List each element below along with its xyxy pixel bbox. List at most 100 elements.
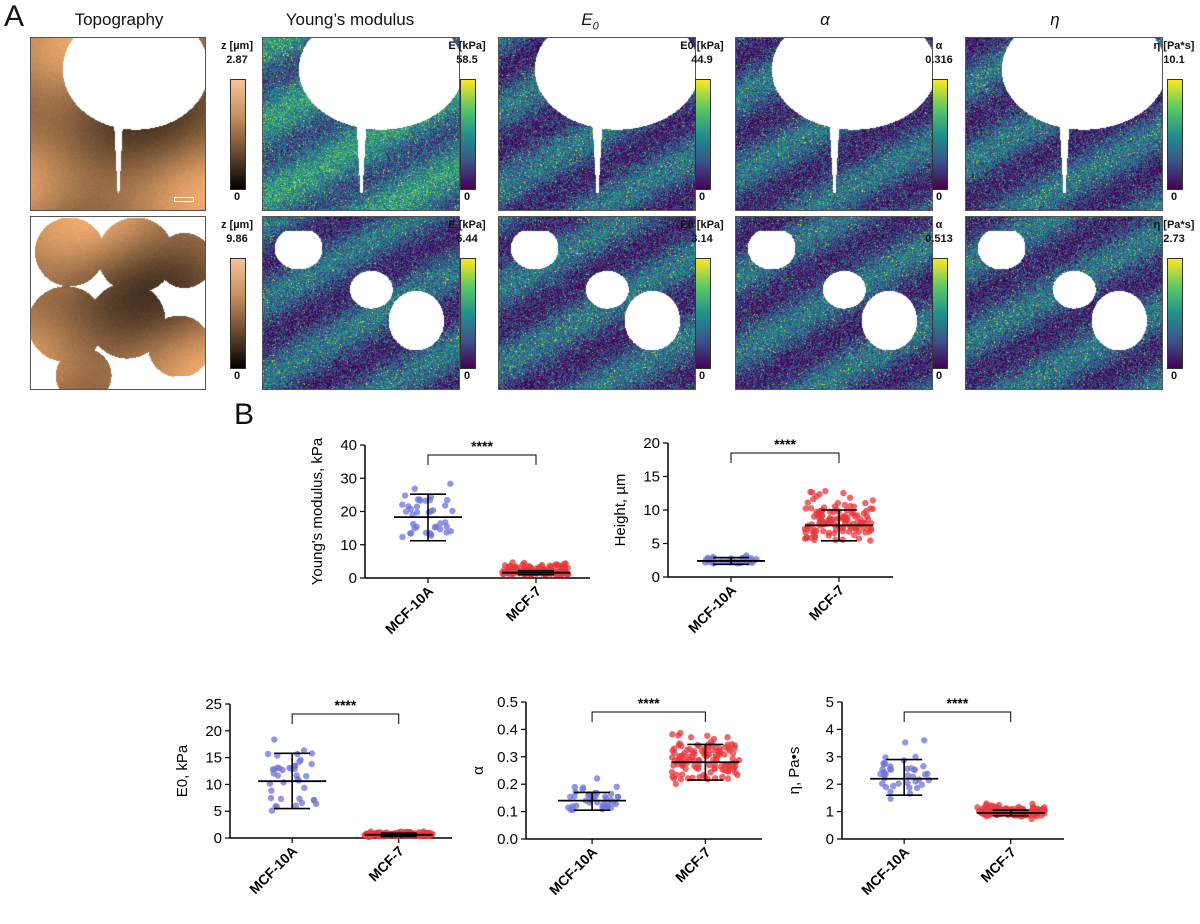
colorbar-min: 0 — [698, 191, 706, 203]
data-point — [911, 766, 918, 774]
data-point — [978, 810, 986, 817]
data-point — [610, 799, 617, 806]
data-point — [716, 749, 723, 757]
data-point — [368, 832, 375, 840]
data-point — [511, 569, 519, 576]
y-tick-label: 10 — [340, 537, 357, 554]
data-point — [811, 536, 818, 544]
data-point — [557, 565, 565, 572]
data-point — [388, 830, 396, 838]
data-point — [393, 830, 400, 838]
significance-stars: **** — [471, 438, 493, 454]
data-point — [732, 762, 739, 770]
data-point — [411, 832, 418, 840]
data-point — [846, 522, 854, 530]
data-point — [586, 790, 593, 798]
data-point — [425, 829, 433, 837]
data-point — [877, 770, 884, 778]
data-point — [1025, 810, 1033, 817]
data-point — [716, 745, 723, 752]
data-point — [729, 750, 737, 757]
data-point — [707, 556, 714, 563]
data-point — [1039, 805, 1046, 813]
colorbar — [460, 258, 476, 369]
data-point — [528, 570, 535, 578]
data-point — [537, 567, 545, 574]
data-point — [818, 511, 826, 519]
data-point — [406, 830, 414, 837]
y-tick-label: 0.1 — [497, 804, 518, 821]
data-point — [986, 807, 994, 814]
data-point — [824, 518, 831, 525]
data-point — [724, 768, 732, 775]
data-point — [567, 793, 574, 801]
data-point — [407, 829, 415, 837]
data-point — [271, 736, 278, 743]
data-point — [534, 568, 541, 575]
data-point — [725, 745, 732, 752]
y-tick-label: 3 — [826, 749, 834, 766]
data-point — [696, 773, 703, 781]
data-point — [681, 756, 688, 763]
data-point — [879, 766, 886, 773]
data-point — [1022, 811, 1029, 819]
colorbar-max: 6.44 — [456, 233, 478, 245]
data-point — [1008, 810, 1016, 818]
y-tick-label: 20 — [205, 723, 222, 740]
data-point — [982, 810, 990, 818]
data-point — [1039, 807, 1046, 815]
data-point — [399, 501, 406, 508]
data-point — [802, 505, 809, 512]
data-point — [691, 762, 698, 769]
data-point — [704, 776, 711, 783]
data-point — [695, 762, 702, 769]
data-point — [292, 802, 300, 809]
colorbar-unit: η [Pa*s] — [1153, 40, 1195, 52]
data-point — [717, 763, 725, 770]
data-point — [599, 806, 606, 813]
data-point — [694, 741, 701, 749]
data-point — [980, 810, 987, 818]
data-point — [867, 505, 874, 512]
data-point — [804, 522, 812, 529]
data-point — [509, 568, 516, 575]
data-point — [904, 779, 911, 787]
data-point — [704, 554, 712, 561]
data-point — [532, 568, 540, 575]
data-point — [696, 757, 703, 765]
data-point — [920, 763, 927, 770]
data-point — [839, 513, 846, 521]
data-point — [907, 765, 915, 772]
data-point — [416, 833, 423, 840]
data-point — [836, 514, 844, 522]
data-point — [712, 744, 720, 751]
data-point — [695, 742, 703, 750]
data-point — [865, 516, 872, 523]
data-point — [745, 557, 752, 565]
data-point — [882, 783, 890, 791]
data-point — [441, 502, 449, 509]
data-point — [390, 830, 398, 838]
data-point — [698, 747, 706, 755]
data-point — [821, 520, 829, 527]
data-point — [447, 480, 454, 487]
data-point — [614, 793, 622, 801]
data-point — [604, 799, 612, 806]
data-point — [847, 502, 854, 510]
data-point — [728, 740, 735, 748]
x-tick-label: MCF-7 — [977, 844, 1019, 886]
data-point — [700, 771, 707, 779]
data-point — [447, 528, 455, 535]
data-point — [989, 807, 996, 815]
panel-label-b: B — [234, 398, 255, 431]
data-point — [400, 832, 407, 840]
data-point — [427, 508, 435, 515]
data-point — [504, 569, 511, 577]
data-point — [990, 807, 997, 814]
data-point — [522, 566, 529, 573]
data-point — [669, 773, 676, 780]
data-point — [294, 750, 301, 758]
y-tick-label: 0 — [826, 831, 834, 848]
data-point — [857, 515, 864, 523]
